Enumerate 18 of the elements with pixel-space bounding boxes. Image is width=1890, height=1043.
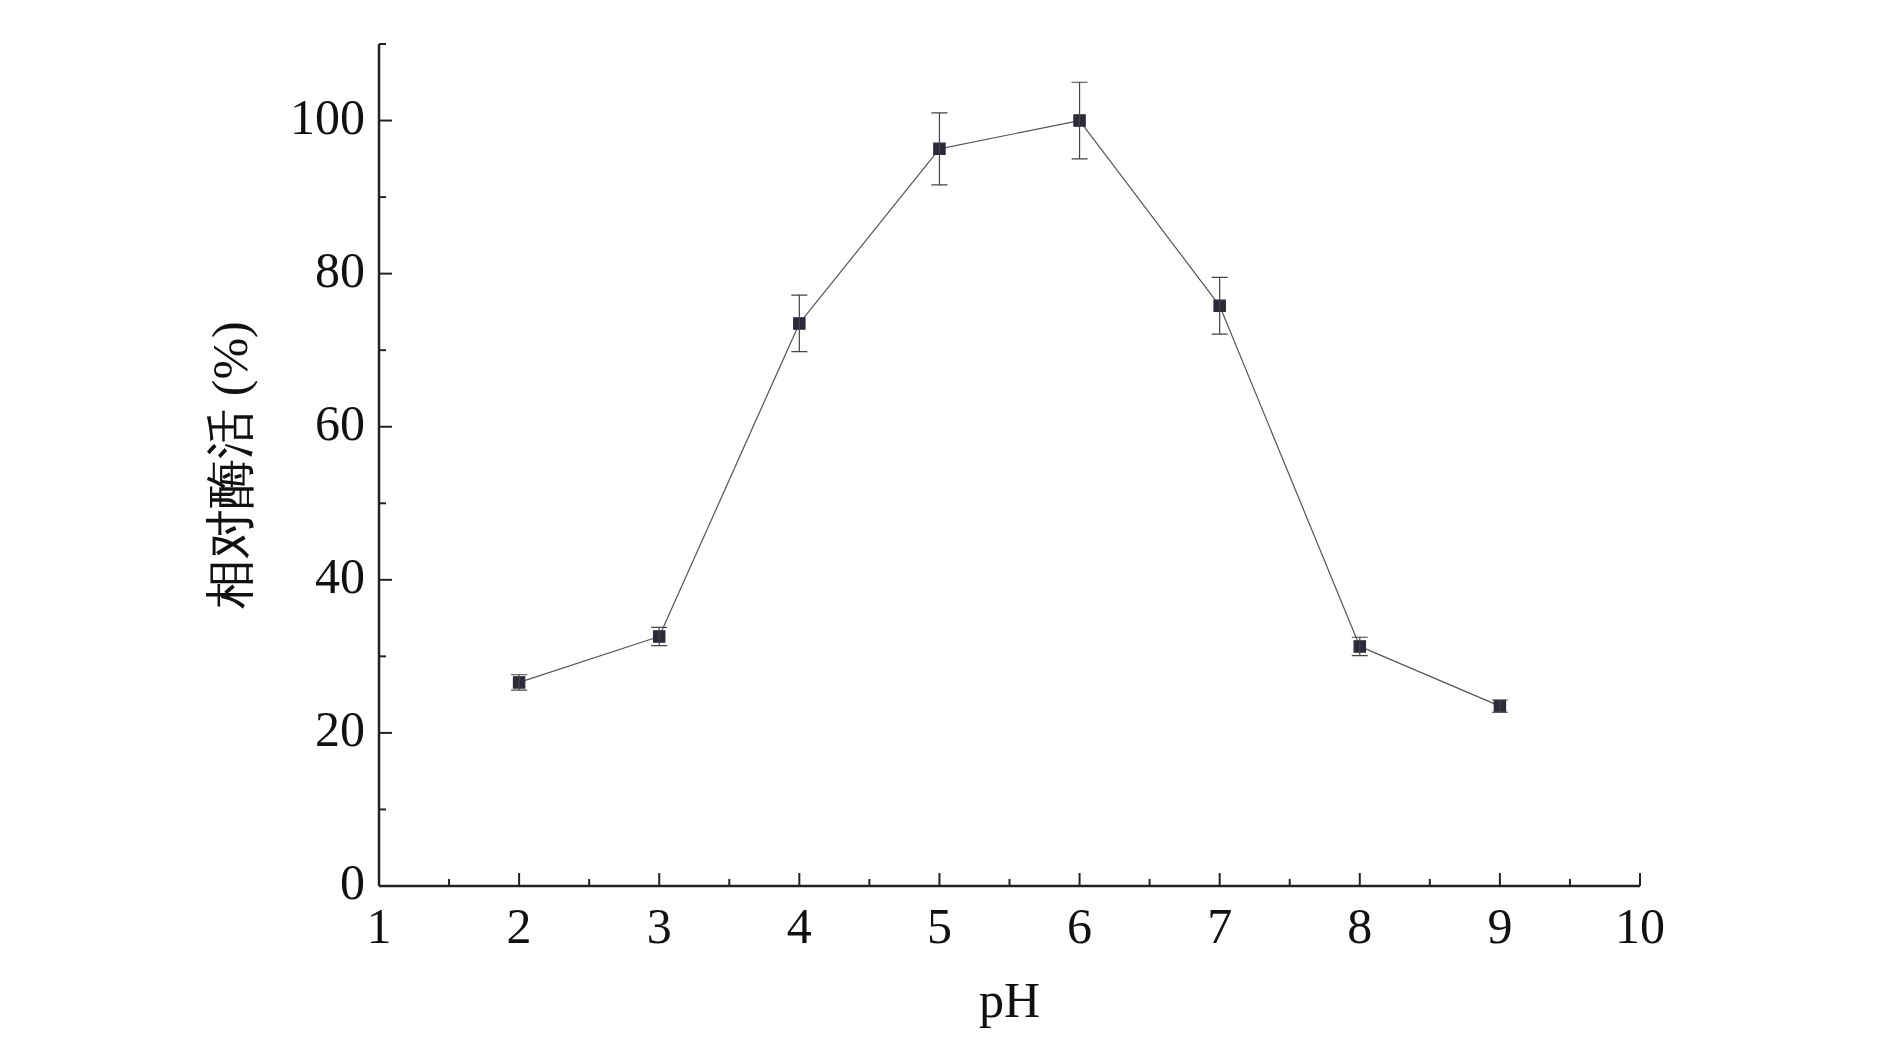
x-tick-label: 6 [1067,898,1093,955]
x-tick-label: 2 [506,898,532,955]
y-tick-label: 60 [315,394,365,451]
y-tick-label: 40 [315,547,365,604]
x-tick-label: 3 [646,898,672,955]
x-tick-label: 8 [1347,898,1373,955]
y-tick-label: 100 [290,88,365,145]
x-tick-label: 5 [926,898,952,955]
x-tick-label: 7 [1207,898,1233,955]
y-tick-label: 0 [340,854,365,911]
x-tick-label: 10 [1615,898,1665,955]
y-tick-label: 80 [315,241,365,298]
x-tick-label: 4 [786,898,812,955]
x-tick-label: 9 [1487,898,1513,955]
y-tick-label: 20 [315,701,365,758]
y-axis-title: 相对酶活 (%) [202,321,259,609]
x-tick-label: 1 [366,898,392,955]
x-axis-title: pH [978,972,1041,1029]
